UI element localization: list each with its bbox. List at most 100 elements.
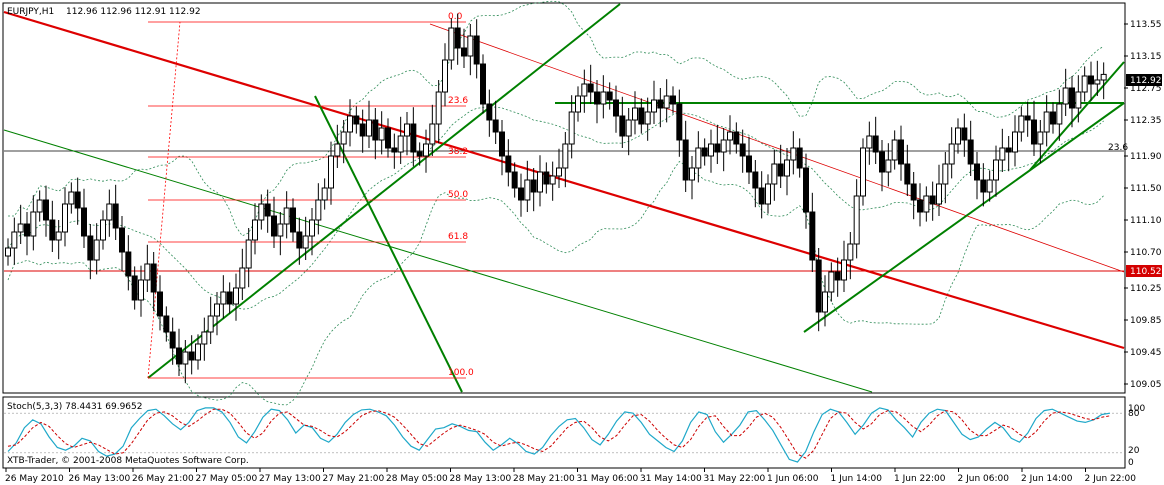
candle-body: [410, 123, 417, 153]
candle-body: [809, 211, 816, 261]
candle-body: [923, 195, 930, 213]
candle-body: [480, 63, 486, 105]
candle-body: [5, 247, 11, 257]
candle-body: [657, 99, 664, 109]
candle-body: [689, 167, 695, 181]
candle-body: [980, 179, 987, 193]
candle-body: [150, 263, 157, 293]
candle-body: [366, 119, 372, 137]
candle-body: [226, 291, 233, 305]
candle-body: [112, 203, 119, 229]
candle-body: [461, 47, 467, 57]
candle-body: [790, 147, 797, 161]
candle-body: [898, 139, 904, 165]
candle-body: [119, 227, 125, 253]
candle-body: [986, 179, 993, 193]
candle-body: [62, 203, 68, 233]
price-tick-label: 112.35: [1130, 116, 1162, 126]
candle-body: [74, 191, 81, 209]
candle-body: [803, 167, 809, 213]
candlesticks: [5, 13, 1107, 384]
candle-body: [765, 183, 771, 205]
candle-body: [841, 259, 847, 281]
candle-body: [100, 219, 106, 241]
candle-body: [131, 275, 138, 301]
candle-body: [733, 131, 740, 145]
candle-body: [587, 83, 594, 93]
time-tick-label: 28 May 21:00: [513, 474, 575, 484]
candle-body: [562, 143, 569, 169]
candle-body: [834, 271, 841, 281]
candle-body: [632, 107, 638, 121]
candle-body: [138, 279, 144, 301]
candle-body: [771, 163, 778, 185]
price-tick-label: 112.75: [1130, 84, 1162, 94]
candle-body: [910, 183, 917, 201]
candle-body: [746, 155, 752, 173]
candle-body: [214, 303, 220, 317]
candle-body: [315, 199, 322, 221]
time-tick-label: 27 May 21:00: [323, 474, 385, 484]
candle-body: [1050, 111, 1056, 125]
candle-body: [695, 147, 702, 169]
candle-body: [55, 231, 62, 241]
price-tick-label: 109.45: [1130, 348, 1162, 358]
stoch-level-100: 100: [1128, 404, 1145, 414]
candle-body: [435, 91, 442, 125]
fib-anchor-line: [147, 21, 181, 379]
candle-body: [606, 91, 613, 101]
fib-level-label: 61.8: [448, 232, 468, 242]
candle-body: [290, 207, 296, 233]
candle-body: [353, 115, 360, 125]
candle-body: [1031, 119, 1037, 145]
candle-body: [739, 143, 746, 157]
candle-body: [1056, 103, 1063, 125]
candle-body: [467, 35, 474, 57]
time-tick-label: 28 May 13:00: [450, 474, 512, 484]
candle-body: [340, 131, 347, 145]
candle-body: [581, 83, 588, 97]
ohlc-label: 112.96 112.96 112.91 112.92: [66, 7, 201, 17]
candle-body: [549, 175, 556, 185]
candle-body: [372, 119, 379, 141]
candle-body: [188, 351, 195, 361]
candle-body: [1062, 87, 1069, 105]
candle-body: [163, 315, 170, 333]
stoch-panel-frame: [2, 396, 1126, 469]
candle-body: [866, 135, 873, 149]
candle-body: [264, 203, 271, 217]
candle-body: [644, 111, 651, 125]
candle-body: [182, 351, 189, 365]
time-tick-label: 31 May 06:00: [577, 474, 639, 484]
candle-body: [847, 243, 854, 261]
candle-body: [1037, 131, 1044, 145]
time-tick-label: 31 May 14:00: [640, 474, 702, 484]
candle-body: [891, 139, 898, 161]
fib-side-label: 23.6: [1108, 143, 1128, 153]
price-tick-label: 110.70: [1130, 248, 1162, 258]
candle-body: [81, 207, 87, 237]
candle-body: [258, 203, 265, 221]
candle-body: [727, 131, 733, 141]
candle-body: [999, 147, 1006, 161]
candle-body: [530, 179, 537, 193]
time-tick-label: 28 May 05:00: [386, 474, 448, 484]
candle-body: [505, 155, 512, 173]
candle-body: [359, 123, 366, 137]
candle-body: [872, 135, 879, 153]
candle-body: [239, 267, 246, 289]
candle-body: [157, 291, 163, 317]
green-thin-trendline: [3, 129, 873, 393]
candle-body: [942, 163, 949, 185]
candle-body: [974, 163, 980, 181]
candle-body: [36, 199, 43, 213]
candle-body: [961, 127, 968, 141]
candle-body: [511, 171, 518, 189]
candle-body: [524, 179, 531, 201]
time-tick-label: 26 May 13:00: [69, 474, 131, 484]
candle-body: [448, 27, 455, 61]
candle-body: [43, 199, 49, 221]
time-tick-label: 2 Jun 22:00: [1085, 474, 1137, 484]
